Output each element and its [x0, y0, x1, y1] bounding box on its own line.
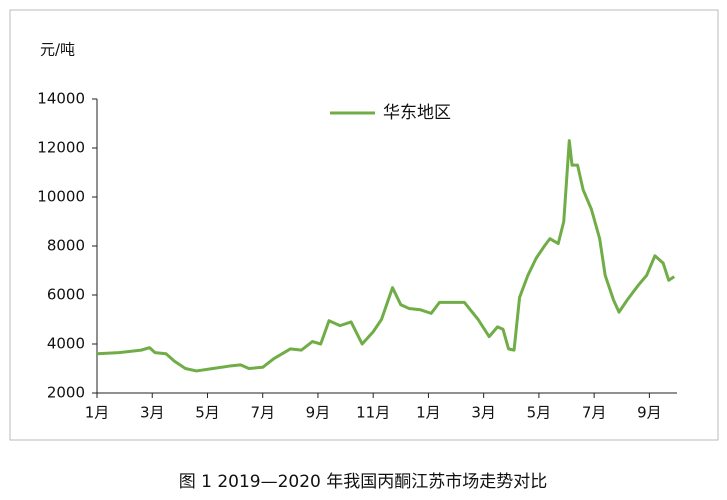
x-tick-label: 5月 — [195, 404, 220, 422]
x-tick-label: 7月 — [250, 404, 275, 422]
chart-frame — [9, 9, 719, 441]
x-tick-label: 1月 — [85, 404, 110, 422]
caption: 图 1 2019—2020 年我国丙酮江苏市场走势对比 — [179, 472, 548, 492]
data-line — [96, 139, 676, 373]
y-tick-label: 2000 — [47, 384, 85, 402]
x-tick-label: 9月 — [637, 404, 662, 422]
y-axis-label: 元/吨 — [40, 41, 75, 59]
x-tick-label: 11月 — [356, 404, 390, 422]
y-tick-label: 14000 — [37, 90, 85, 108]
x-tick-label: 3月 — [471, 404, 496, 422]
x-tick-label: 1月 — [416, 404, 441, 422]
y-tick-label: 8000 — [47, 237, 85, 255]
y-tick-label: 6000 — [47, 286, 85, 304]
y-tick-label: 4000 — [47, 335, 85, 353]
y-tick-label: 10000 — [37, 188, 85, 206]
legend-label: 华东地区 — [383, 103, 451, 123]
x-tick-label: 7月 — [582, 404, 607, 422]
x-tick-label: 9月 — [306, 404, 331, 422]
x-tick-label: 5月 — [527, 404, 552, 422]
y-tick-label: 12000 — [37, 139, 85, 157]
x-tick-label: 3月 — [140, 404, 165, 422]
